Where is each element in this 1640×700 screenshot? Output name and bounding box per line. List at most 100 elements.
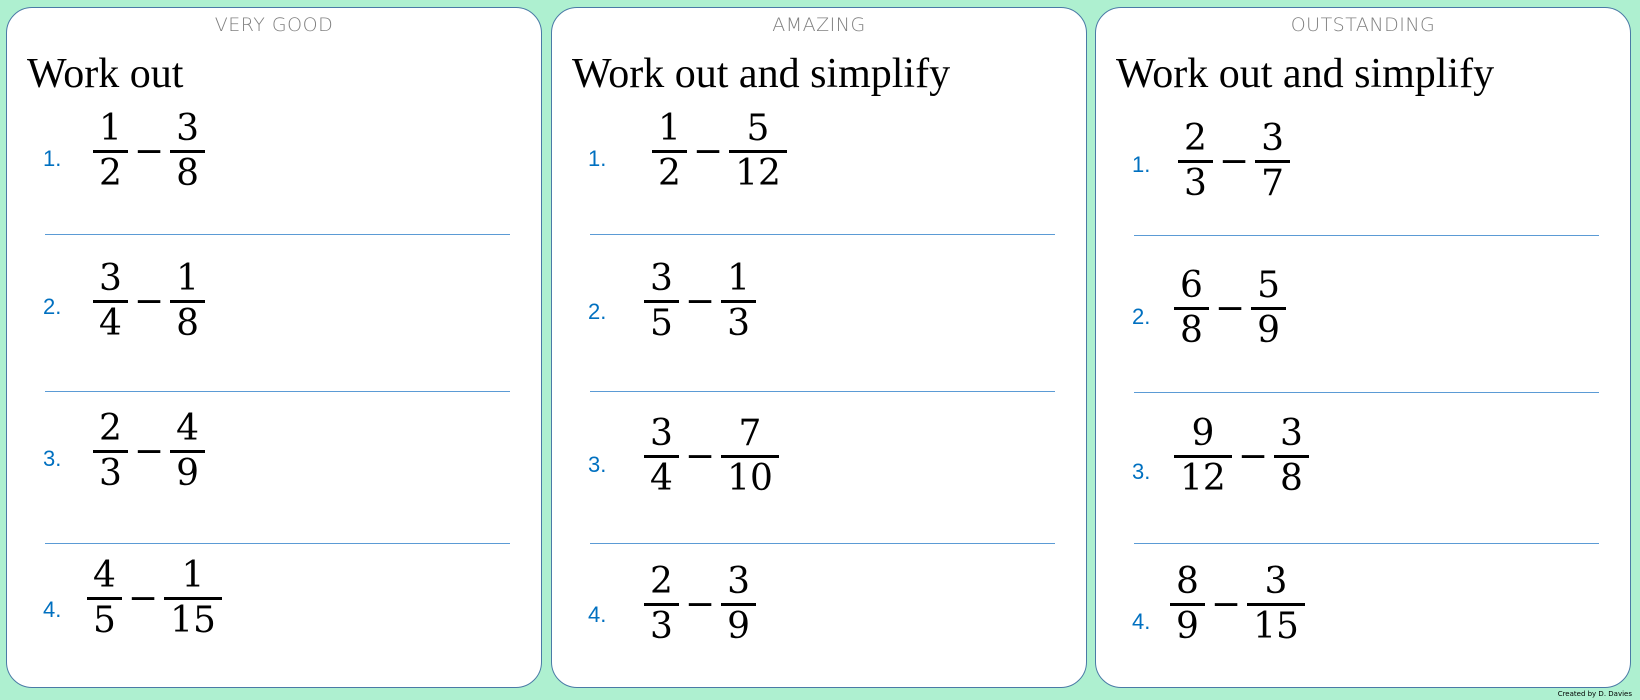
denominator: 5 [650, 303, 673, 344]
minus-sign: − [684, 584, 716, 625]
question-number: 3. [1132, 459, 1151, 484]
fraction-bar [170, 300, 205, 303]
minus-sign: − [1237, 436, 1268, 477]
denominator: 4 [650, 458, 673, 499]
question-number: 2. [1132, 304, 1151, 329]
instruction: Work out and simplify [1116, 51, 1495, 97]
question-number: 4. [43, 597, 62, 622]
denominator: 3 [727, 303, 750, 344]
question-number: 1. [588, 146, 607, 171]
instruction: Work out [27, 51, 184, 97]
denominator: 8 [176, 303, 199, 344]
answer-divider [590, 234, 1055, 235]
answer-divider [1134, 543, 1599, 544]
denominator: 15 [1253, 606, 1299, 647]
answer-divider [45, 234, 510, 235]
fraction-bar [93, 150, 128, 153]
denominator: 2 [99, 153, 122, 194]
numerator: 4 [176, 408, 199, 449]
question-number: 4. [588, 602, 607, 627]
fraction-bar [1174, 455, 1232, 458]
instruction: Work out and simplify [572, 51, 951, 97]
numerator: 3 [176, 108, 199, 149]
answer-divider [590, 543, 1055, 544]
minus-sign: − [1210, 584, 1242, 625]
fraction-bar [721, 455, 779, 458]
fraction-bar [729, 150, 787, 153]
fraction-bar [1178, 160, 1213, 163]
answer-divider [45, 391, 510, 392]
fraction-bar [1247, 603, 1305, 606]
question-number: 3. [588, 452, 607, 477]
denominator: 9 [727, 606, 750, 647]
minus-sign: − [684, 436, 716, 477]
numerator: 1 [727, 258, 750, 299]
denominator: 15 [170, 600, 216, 641]
denominator: 8 [1180, 310, 1203, 351]
numerator: 3 [650, 413, 673, 454]
denominator: 12 [1180, 458, 1226, 499]
denominator: 3 [1184, 163, 1207, 204]
numerator: 1 [176, 258, 199, 299]
numerator: 3 [1264, 561, 1288, 602]
numerator: 6 [1180, 265, 1203, 306]
grade-label: OUTSTANDING [1290, 14, 1436, 36]
numerator: 8 [1176, 561, 1199, 602]
denominator: 9 [1176, 606, 1199, 647]
fraction-bar [87, 597, 122, 600]
minus-sign: − [133, 431, 165, 472]
answer-divider [45, 543, 510, 544]
fraction: 5 12 [729, 108, 787, 195]
denominator: 7 [1261, 163, 1284, 204]
fraction: 3 15 [1247, 561, 1305, 648]
numerator: 5 [746, 108, 770, 149]
minus-sign: − [684, 281, 716, 322]
denominator: 5 [93, 600, 116, 641]
numerator: 7 [738, 413, 762, 454]
denominator: 9 [176, 453, 199, 494]
numerator: 3 [99, 258, 122, 299]
question-number: 2. [588, 299, 607, 324]
minus-sign: − [1218, 141, 1250, 182]
answer-divider [590, 391, 1055, 392]
numerator: 3 [650, 258, 673, 299]
minus-sign: − [127, 578, 159, 619]
answer-divider [1134, 235, 1599, 236]
fraction: 1 15 [164, 555, 222, 642]
fraction-bar [721, 300, 756, 303]
numerator: 2 [99, 408, 122, 449]
fraction: 9 12 [1174, 413, 1232, 500]
minus-sign: − [133, 131, 165, 172]
numerator: 3 [1279, 413, 1303, 454]
fraction-bar [170, 150, 205, 153]
fraction-bar [1170, 603, 1205, 606]
grade-label: VERY GOOD [214, 14, 334, 36]
